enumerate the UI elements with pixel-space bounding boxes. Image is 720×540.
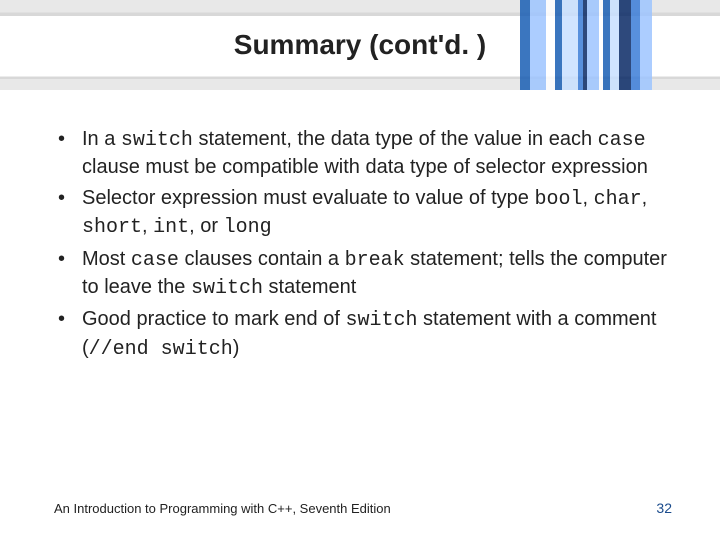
footer-source: An Introduction to Programming with C++,… xyxy=(54,501,391,516)
code-run: bool xyxy=(534,188,582,211)
text-run: Good practice to mark end of xyxy=(82,308,345,330)
text-run: , xyxy=(583,187,594,209)
code-run: switch xyxy=(121,129,193,152)
text-run: clauses contain a xyxy=(179,248,345,270)
slide-title: Summary (cont'd. ) xyxy=(0,0,720,90)
bullet-item: Good practice to mark end of switch stat… xyxy=(54,306,672,363)
code-run: //end switch xyxy=(89,338,233,361)
text-run: , xyxy=(142,215,153,237)
code-run: switch xyxy=(191,277,263,300)
bullet-item: In a switch statement, the data type of … xyxy=(54,126,672,181)
bullet-item: Selector expression must evaluate to val… xyxy=(54,185,672,242)
code-run: char xyxy=(594,188,642,211)
code-run: break xyxy=(345,249,405,272)
text-run: , or xyxy=(189,215,223,237)
text-run: clause must be compatible with data type… xyxy=(82,156,648,178)
text-run: Most xyxy=(82,248,131,270)
code-run: long xyxy=(224,216,272,239)
text-run: In a xyxy=(82,128,121,150)
bullet-list: In a switch statement, the data type of … xyxy=(54,126,672,363)
bullet-item: Most case clauses contain a break statem… xyxy=(54,246,672,303)
header-band: Summary (cont'd. ) xyxy=(0,0,720,90)
text-run: Selector expression must evaluate to val… xyxy=(82,187,534,209)
text-run: ) xyxy=(233,337,240,359)
text-run: , xyxy=(642,187,648,209)
code-run: case xyxy=(131,249,179,272)
code-run: switch xyxy=(345,309,417,332)
text-run: statement xyxy=(263,276,356,298)
slide-footer: An Introduction to Programming with C++,… xyxy=(0,500,720,516)
code-run: short xyxy=(82,216,142,239)
code-run: case xyxy=(598,129,646,152)
code-run: int xyxy=(153,216,189,239)
slide-content: In a switch statement, the data type of … xyxy=(0,90,720,363)
page-number: 32 xyxy=(656,500,672,516)
text-run: statement, the data type of the value in… xyxy=(193,128,598,150)
